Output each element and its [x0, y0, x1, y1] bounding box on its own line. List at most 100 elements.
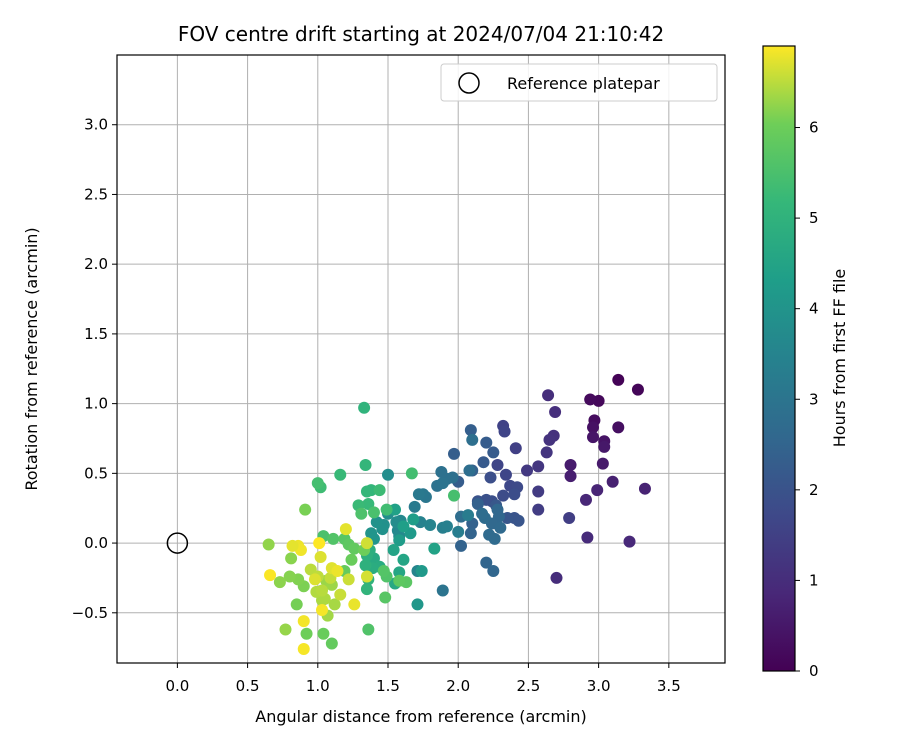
data-point [407, 513, 420, 526]
data-point [596, 457, 609, 470]
data-point [328, 598, 341, 611]
data-point [436, 584, 449, 597]
data-point [488, 532, 501, 545]
data-point [487, 446, 500, 459]
data-point [447, 447, 460, 460]
data-point [360, 583, 373, 596]
legend-box [440, 63, 718, 102]
colorbar-tick-label: 3 [809, 390, 819, 408]
legend-marker [458, 72, 480, 94]
data-point [367, 506, 380, 519]
data-point [359, 559, 372, 572]
data-point [494, 521, 507, 534]
data-point [487, 564, 500, 577]
plot-frame [116, 54, 726, 664]
data-point [279, 623, 292, 636]
y-tick-label: 1.5 [84, 325, 108, 343]
data-point [466, 433, 479, 446]
colorbar-tick-label: 1 [809, 571, 819, 589]
data-points [262, 373, 651, 656]
data-point [540, 446, 553, 459]
data-point [316, 584, 329, 597]
data-point [579, 493, 592, 506]
data-point [273, 576, 286, 589]
data-point [397, 520, 410, 533]
legend-label: Reference platepar [507, 74, 660, 93]
data-point [348, 598, 361, 611]
data-point [264, 569, 277, 582]
colorbar-tick-label: 5 [809, 209, 819, 227]
data-point [308, 573, 321, 586]
data-point [283, 570, 296, 583]
x-tick-label: 1.0 [306, 677, 330, 695]
data-point [299, 503, 312, 516]
data-point [405, 467, 418, 480]
data-point [334, 588, 347, 601]
x-axis-label: Angular distance from reference (arcmin) [255, 707, 586, 726]
data-point [286, 539, 299, 552]
data-point [550, 571, 563, 584]
data-point [564, 470, 577, 483]
data-point [387, 544, 400, 557]
data-point [509, 442, 522, 455]
data-point [411, 598, 424, 611]
data-point [408, 500, 421, 513]
data-point [362, 623, 375, 636]
data-point [415, 564, 428, 577]
data-point [297, 615, 310, 628]
data-point [297, 643, 310, 656]
data-point [360, 537, 373, 550]
data-point [564, 458, 577, 471]
data-point [380, 503, 393, 516]
data-point [393, 534, 406, 547]
colorbar [762, 45, 796, 672]
data-point [491, 458, 504, 471]
y-tick-label: 0.5 [84, 464, 108, 482]
data-point [311, 477, 324, 490]
data-point [612, 373, 625, 386]
x-tick-label: 2.0 [446, 677, 470, 695]
colorbar-tick-label: 0 [809, 662, 819, 680]
y-tick-label: 1.0 [84, 395, 108, 413]
data-point [435, 465, 448, 478]
data-point [631, 383, 644, 396]
data-point [497, 489, 510, 502]
data-point [521, 464, 534, 477]
data-point [428, 542, 441, 555]
data-point [389, 503, 402, 516]
data-point [480, 436, 493, 449]
data-point [638, 482, 651, 495]
data-point [373, 484, 386, 497]
colorbar-ticks: 0 1 2 3 4 5 6 [795, 119, 819, 680]
reference-platepar-marker [166, 532, 189, 554]
data-point [606, 475, 619, 488]
data-point [339, 523, 352, 536]
data-point [334, 468, 347, 481]
y-tick-label: 2.5 [84, 185, 108, 203]
y-tick-label: 3.0 [84, 116, 108, 134]
colorbar-tick-label: 4 [809, 300, 819, 318]
data-point [327, 532, 340, 545]
x-tick-label: 0.0 [165, 677, 189, 695]
data-point [587, 431, 600, 444]
data-point [484, 471, 497, 484]
data-point [382, 468, 395, 481]
y-tick-label: −0.5 [72, 604, 108, 622]
x-tick-label: 2.5 [516, 677, 540, 695]
data-point [463, 464, 476, 477]
data-point [455, 539, 468, 552]
data-point [462, 509, 475, 522]
data-point [532, 460, 545, 473]
data-point [316, 604, 329, 617]
data-point [532, 503, 545, 516]
data-point [584, 393, 597, 406]
grid-lines [117, 55, 725, 663]
x-axis-ticks: 0.0 0.5 1.0 1.5 2.0 2.5 3.0 3.5 [165, 663, 681, 695]
data-point [393, 574, 406, 587]
data-point [397, 553, 410, 566]
data-point [508, 488, 521, 501]
data-point [532, 485, 545, 498]
data-point [313, 537, 326, 550]
data-point [563, 511, 576, 524]
